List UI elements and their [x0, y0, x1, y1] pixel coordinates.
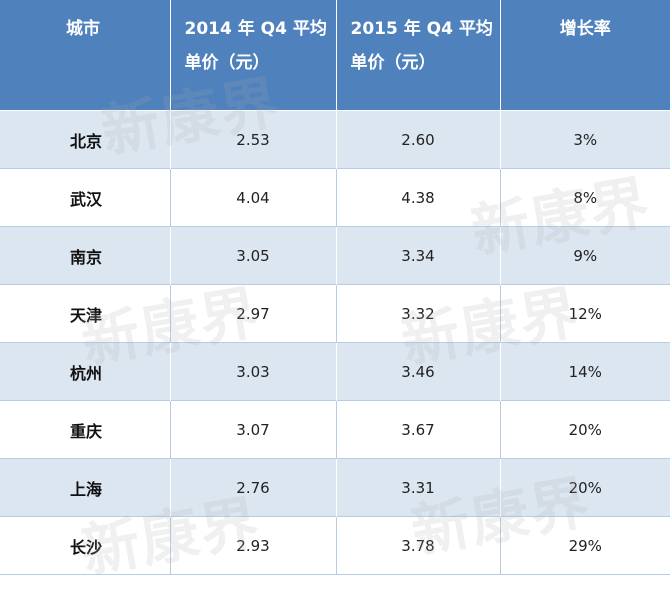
cell-2014: 3.05: [170, 226, 337, 285]
cell-2014: 2.97: [170, 284, 337, 343]
header-city: 城市: [0, 0, 171, 111]
header-2014-q4: 2014 年 Q4 平均单价（元）: [170, 0, 337, 111]
cell-growth: 9%: [500, 226, 670, 285]
cell-growth: 20%: [500, 400, 670, 459]
cell-2015: 3.31: [336, 458, 501, 517]
cell-city: 武汉: [0, 168, 171, 227]
cell-2015: 3.67: [336, 400, 501, 459]
table-row: 重庆 3.07 3.67 20%: [0, 400, 670, 459]
cell-2014: 2.53: [170, 110, 337, 169]
table-row: 杭州 3.03 3.46 14%: [0, 342, 670, 401]
cell-growth: 20%: [500, 458, 670, 517]
header-growth: 增长率: [500, 0, 670, 111]
table-row: 北京 2.53 2.60 3%: [0, 110, 670, 169]
cell-city: 重庆: [0, 400, 171, 459]
cell-2014: 3.07: [170, 400, 337, 459]
price-table: 城市 2014 年 Q4 平均单价（元） 2015 年 Q4 平均单价（元） 增…: [0, 0, 670, 575]
cell-growth: 29%: [500, 516, 670, 575]
cell-city: 长沙: [0, 516, 171, 575]
cell-2014: 3.03: [170, 342, 337, 401]
cell-2015: 3.46: [336, 342, 501, 401]
table-header: 城市 2014 年 Q4 平均单价（元） 2015 年 Q4 平均单价（元） 增…: [0, 0, 670, 111]
table-body: 北京 2.53 2.60 3% 武汉 4.04 4.38 8% 南京 3.05 …: [0, 110, 670, 575]
table-row: 长沙 2.93 3.78 29%: [0, 516, 670, 575]
table-row: 南京 3.05 3.34 9%: [0, 226, 670, 285]
cell-city: 南京: [0, 226, 171, 285]
cell-2014: 4.04: [170, 168, 337, 227]
cell-2014: 2.93: [170, 516, 337, 575]
cell-city: 杭州: [0, 342, 171, 401]
table-row: 上海 2.76 3.31 20%: [0, 458, 670, 517]
cell-growth: 8%: [500, 168, 670, 227]
header-2015-q4: 2015 年 Q4 平均单价（元）: [336, 0, 501, 111]
cell-growth: 12%: [500, 284, 670, 343]
cell-growth: 14%: [500, 342, 670, 401]
cell-city: 北京: [0, 110, 171, 169]
table-row: 天津 2.97 3.32 12%: [0, 284, 670, 343]
cell-2015: 3.34: [336, 226, 501, 285]
cell-2015: 4.38: [336, 168, 501, 227]
header-row: 城市 2014 年 Q4 平均单价（元） 2015 年 Q4 平均单价（元） 增…: [0, 0, 670, 111]
cell-2015: 3.32: [336, 284, 501, 343]
cell-city: 天津: [0, 284, 171, 343]
cell-2015: 2.60: [336, 110, 501, 169]
cell-2015: 3.78: [336, 516, 501, 575]
cell-2014: 2.76: [170, 458, 337, 517]
cell-growth: 3%: [500, 110, 670, 169]
cell-city: 上海: [0, 458, 171, 517]
table-row: 武汉 4.04 4.38 8%: [0, 168, 670, 227]
